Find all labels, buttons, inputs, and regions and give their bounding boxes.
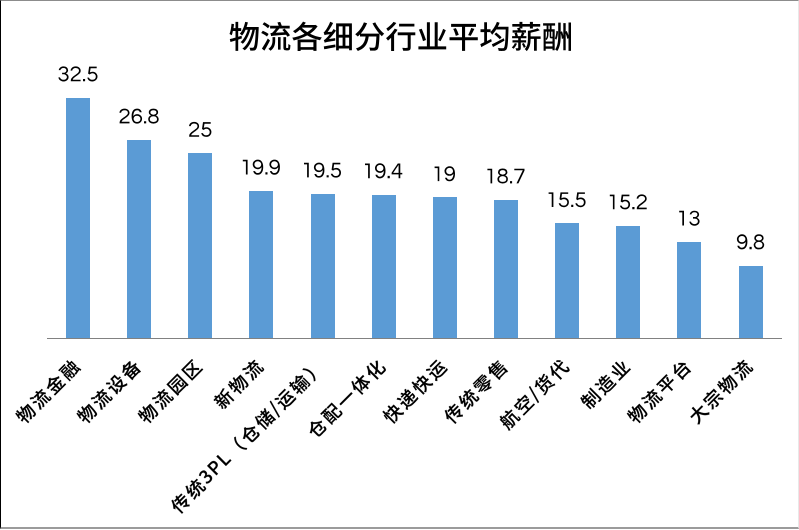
value-label: 25 — [170, 121, 230, 144]
category-label: 新物流 — [221, 360, 278, 417]
category-label: 传统零售 — [453, 360, 522, 429]
bar — [555, 223, 580, 338]
bar — [249, 190, 274, 338]
bar — [65, 97, 90, 338]
value-label: 19 — [415, 165, 475, 188]
x-axis-line — [46, 337, 782, 339]
value-label: 15.2 — [598, 193, 658, 216]
category-label: 大宗物流 — [697, 360, 766, 429]
bar — [432, 197, 457, 338]
bar — [371, 194, 396, 338]
bar — [738, 265, 763, 338]
value-label: 19.5 — [293, 161, 353, 184]
bar — [493, 199, 518, 338]
chart-title: 物流各细分行业平均薪酬 — [180, 18, 620, 63]
category-label: 快递快运 — [391, 360, 460, 429]
category-label: 物流设备 — [86, 360, 155, 429]
bar — [677, 241, 702, 338]
value-label: 19.9 — [231, 158, 291, 181]
category-label: 制造业 — [588, 360, 645, 417]
value-label: 19.4 — [354, 162, 414, 185]
category-label: 物流金融 — [25, 360, 94, 429]
category-label: 物流园区 — [147, 360, 216, 429]
value-label: 15.5 — [537, 191, 597, 214]
bar — [127, 139, 152, 338]
value-label: 18.7 — [476, 167, 536, 190]
value-label: 13 — [659, 209, 719, 232]
value-label: 26.8 — [109, 107, 169, 130]
category-label: 物流平台 — [636, 360, 705, 429]
value-label: 9.8 — [721, 233, 781, 256]
bar — [188, 153, 213, 338]
category-label: 航空/货代 — [510, 360, 583, 433]
value-label: 32.5 — [48, 65, 108, 88]
bar — [616, 225, 641, 338]
bar — [310, 193, 335, 338]
